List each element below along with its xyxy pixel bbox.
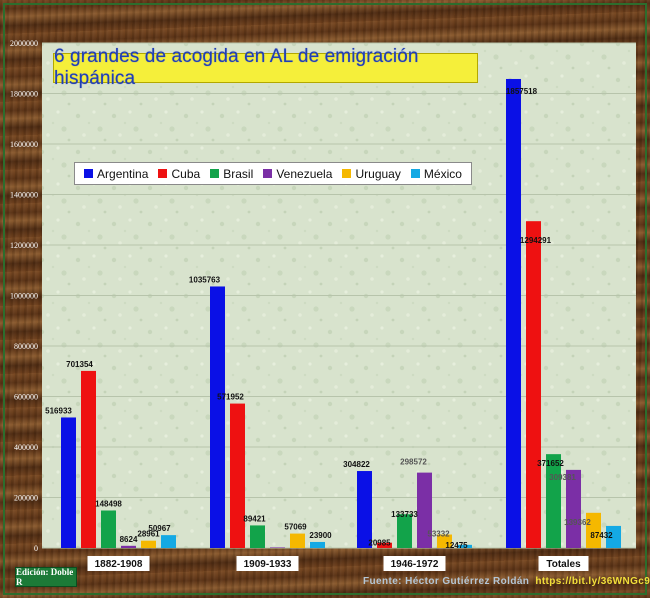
bar-uruguay-1882-1908	[141, 540, 156, 548]
bar-venezuela-1909-1933	[270, 547, 285, 548]
x-tick-label: 1909-1933	[244, 559, 292, 570]
legend-swatch	[410, 169, 420, 178]
data-label: 20985	[368, 539, 391, 548]
bar-méxico-1882-1908	[161, 535, 176, 548]
bar-venezuela-Totales	[566, 469, 581, 548]
x-tick-label: 1946-1972	[391, 559, 439, 570]
legend-label: Argentina	[97, 166, 149, 181]
legend-swatch	[158, 169, 168, 178]
y-tick-label: 1800000	[10, 90, 38, 99]
category-box	[87, 556, 150, 571]
bar-méxico-Totales	[606, 525, 621, 548]
bar-brasil-1882-1908	[101, 510, 116, 548]
data-label: 1294291	[520, 236, 552, 245]
data-label: 309381	[549, 473, 576, 482]
legend: Argentina Cuba Brasil Venezuela Uruguay Méxic…	[74, 162, 472, 185]
legend-label: Brasil	[223, 166, 254, 181]
legend-swatch	[342, 169, 352, 178]
data-label: 701354	[66, 360, 93, 369]
legend-label: Venezuela	[276, 166, 333, 181]
data-label: 57069	[284, 523, 307, 532]
y-tick-label: 1400000	[10, 191, 38, 200]
legend-item-venezuela: Venezuela	[263, 167, 332, 181]
y-tick-label: 600000	[14, 393, 38, 402]
data-label: 133733	[391, 510, 418, 519]
bar-méxico-1909-1933	[310, 541, 325, 548]
data-label: 571952	[217, 393, 244, 402]
category-box	[538, 556, 589, 571]
data-label: 304822	[343, 460, 370, 469]
bar-brasil-1946-1972	[397, 514, 412, 548]
source-caption: Fuente: Héctor Gutiérrez Roldán https://b…	[363, 576, 650, 587]
y-tick-label: 1600000	[10, 140, 38, 149]
legend-item-brasil: Brasil	[210, 167, 253, 181]
legend-label: Cuba	[171, 166, 201, 181]
bar-venezuela-1882-1908	[121, 545, 136, 548]
legend-swatch	[263, 169, 273, 178]
bar-uruguay-Totales	[586, 512, 601, 548]
category-box	[383, 556, 446, 571]
data-label: 50967	[148, 524, 171, 533]
bar-argentina-Totales	[506, 78, 521, 548]
bar-brasil-1909-1933	[250, 525, 265, 548]
chart-frame	[3, 3, 647, 595]
bar-cuba-1946-1972	[377, 542, 392, 548]
legend-swatch	[210, 169, 220, 178]
bar-argentina-1909-1933	[210, 286, 225, 548]
y-tick-label: 200000	[14, 494, 38, 503]
y-tick-label: 1200000	[10, 241, 38, 250]
bar-argentina-1882-1908	[61, 417, 76, 548]
data-label: 148498	[95, 500, 122, 509]
bar-brasil-Totales	[546, 454, 561, 548]
y-tick-label: 1000000	[10, 292, 38, 301]
source-link[interactable]: https://bit.ly/36WNGc9	[535, 576, 650, 587]
data-label: 1035763	[189, 275, 221, 284]
data-label: 139362	[564, 518, 591, 527]
data-label: 1857518	[506, 87, 538, 96]
y-tick-label: 800000	[14, 342, 38, 351]
data-label: 89421	[243, 514, 266, 523]
bar-cuba-1909-1933	[230, 403, 245, 548]
bar-cuba-Totales	[526, 221, 541, 548]
bar-cuba-1882-1908	[81, 370, 96, 548]
legend-label: México	[423, 166, 462, 181]
data-label: 516933	[45, 406, 72, 415]
bar-venezuela-1946-1972	[417, 472, 432, 548]
category-box	[236, 556, 299, 571]
legend-item-cuba: Cuba	[158, 167, 200, 181]
data-label: 298572	[400, 458, 427, 467]
source-text: Fuente: Héctor Gutiérrez Roldán	[363, 576, 530, 587]
chart-title: 6 grandes de acogida en AL de emigración…	[53, 46, 478, 89]
legend-item-uruguay: Uruguay	[342, 166, 401, 181]
y-tick-label: 2000000	[10, 39, 38, 48]
data-label: 23900	[309, 531, 332, 540]
data-label: 12475	[445, 541, 468, 550]
data-label: 371652	[537, 459, 564, 468]
data-label: 87432	[590, 531, 613, 540]
legend-swatch	[84, 169, 94, 178]
bar-argentina-1946-1972	[357, 471, 372, 548]
legend-item-méxico: México	[410, 166, 462, 181]
y-tick-label: 400000	[14, 443, 38, 452]
legend-item-argentina: Argentina	[84, 167, 148, 181]
x-tick-label: Totales	[546, 559, 581, 570]
y-tick-label: 0	[34, 544, 38, 553]
bar-méxico-1946-1972	[457, 544, 472, 548]
legend-label: Uruguay	[355, 166, 401, 181]
edition-badge: Edición: Doble R	[15, 567, 77, 587]
bar-uruguay-1946-1972	[437, 534, 452, 548]
data-label: 8624	[120, 535, 138, 544]
data-label: 28961	[137, 530, 160, 539]
data-label: 53332	[427, 530, 450, 539]
bar-uruguay-1909-1933	[290, 533, 305, 548]
x-tick-label: 1882-1908	[95, 559, 143, 570]
